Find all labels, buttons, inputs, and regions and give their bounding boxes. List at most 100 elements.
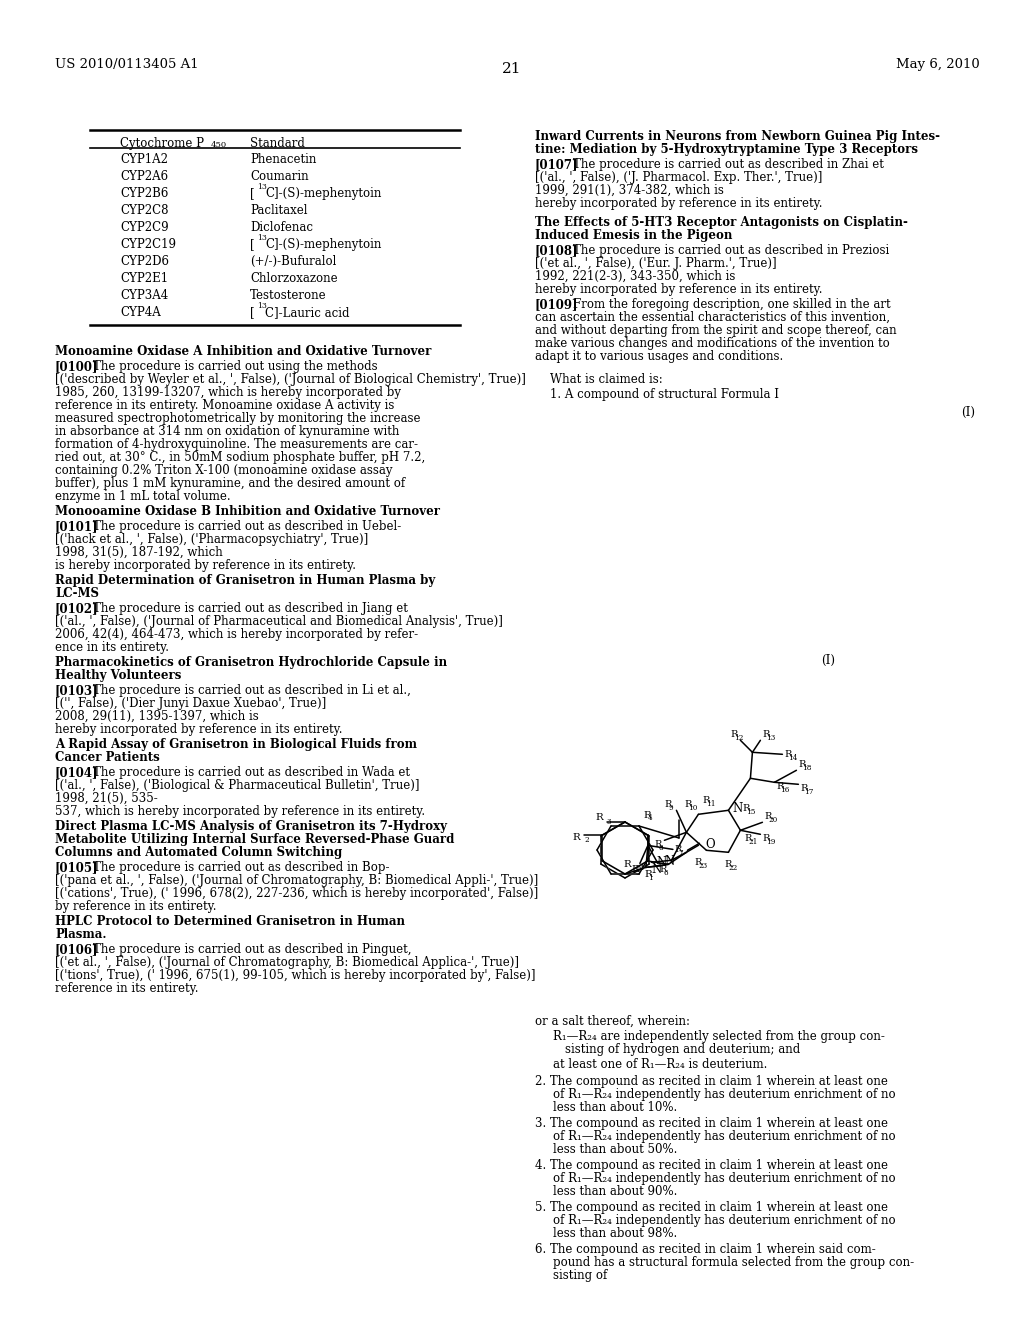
Text: The procedure is carried out as described in Uebel-: The procedure is carried out as describe… bbox=[93, 520, 401, 533]
Text: The Effects of 5-HT3 Receptor Antagonists on Cisplatin-: The Effects of 5-HT3 Receptor Antagonist… bbox=[535, 216, 908, 228]
Text: R: R bbox=[595, 813, 603, 822]
Text: less than about 90%.: less than about 90%. bbox=[553, 1185, 677, 1199]
Text: CYP4A: CYP4A bbox=[120, 306, 161, 319]
Text: 4: 4 bbox=[647, 814, 652, 822]
Text: 2. The compound as recited in claim 1 wherein at least one: 2. The compound as recited in claim 1 wh… bbox=[535, 1074, 888, 1088]
Text: R: R bbox=[643, 810, 651, 820]
Text: 15: 15 bbox=[746, 808, 756, 816]
Text: formation of 4-hydroxyquinoline. The measurements are car-: formation of 4-hydroxyquinoline. The mea… bbox=[55, 438, 418, 451]
Text: ence in its entirety.: ence in its entirety. bbox=[55, 642, 169, 653]
Text: [('described by Weyler et al., ', False), ('Journal of Biological Chemistry', Tr: [('described by Weyler et al., ', False)… bbox=[55, 374, 526, 385]
Text: CYP2E1: CYP2E1 bbox=[120, 272, 168, 285]
Text: Induced Emesis in the Pigeon: Induced Emesis in the Pigeon bbox=[535, 228, 732, 242]
Text: Diclofenac: Diclofenac bbox=[250, 220, 313, 234]
Text: The procedure is carried out as described in Wada et: The procedure is carried out as describe… bbox=[93, 766, 410, 779]
Text: N: N bbox=[732, 801, 742, 814]
Text: C]-Lauric acid: C]-Lauric acid bbox=[265, 306, 349, 319]
Text: 22: 22 bbox=[728, 863, 737, 871]
Text: 11: 11 bbox=[707, 800, 716, 808]
Text: Rapid Determination of Granisetron in Human Plasma by: Rapid Determination of Granisetron in Hu… bbox=[55, 574, 435, 587]
Text: [('hack et al., ', False), ('Pharmacopsychiatry', True)]: [('hack et al., ', False), ('Pharmacopsy… bbox=[55, 533, 369, 546]
Text: Testosterone: Testosterone bbox=[250, 289, 327, 302]
Text: CYP2C8: CYP2C8 bbox=[120, 205, 169, 216]
Text: C]-(S)-mephenytoin: C]-(S)-mephenytoin bbox=[265, 187, 381, 201]
Text: 1999, 291(1), 374-382, which is: 1999, 291(1), 374-382, which is bbox=[535, 183, 724, 197]
Text: R: R bbox=[659, 865, 668, 874]
Text: of R₁—R₂₄ independently has deuterium enrichment of no: of R₁—R₂₄ independently has deuterium en… bbox=[553, 1088, 896, 1101]
Text: hereby incorporated by reference in its entirety.: hereby incorporated by reference in its … bbox=[535, 282, 822, 296]
Text: less than about 50%.: less than about 50%. bbox=[553, 1143, 677, 1156]
Text: hereby incorporated by reference in its entirety.: hereby incorporated by reference in its … bbox=[535, 197, 822, 210]
Text: [0109]: [0109] bbox=[535, 298, 579, 312]
Text: sisting of hydrogen and deuterium; and: sisting of hydrogen and deuterium; and bbox=[565, 1043, 800, 1056]
Text: tine: Mediation by 5-Hydroxytryptamine Type 3 Receptors: tine: Mediation by 5-Hydroxytryptamine T… bbox=[535, 143, 918, 156]
Text: CYP1A2: CYP1A2 bbox=[120, 153, 168, 166]
Text: [0107]: [0107] bbox=[535, 158, 579, 172]
Text: N: N bbox=[665, 855, 675, 869]
Text: reference in its entirety.: reference in its entirety. bbox=[55, 982, 199, 995]
Text: can ascertain the essential characteristics of this invention,: can ascertain the essential characterist… bbox=[535, 312, 890, 323]
Text: O: O bbox=[706, 838, 715, 851]
Text: 1992, 221(2-3), 343-350, which is: 1992, 221(2-3), 343-350, which is bbox=[535, 271, 735, 282]
Text: 1998, 31(5), 187-192, which: 1998, 31(5), 187-192, which bbox=[55, 546, 223, 558]
Text: CYP3A4: CYP3A4 bbox=[120, 289, 168, 302]
Text: Coumarin: Coumarin bbox=[250, 170, 308, 183]
Text: R: R bbox=[763, 834, 770, 842]
Text: R: R bbox=[724, 859, 732, 869]
Text: 5. The compound as recited in claim 1 wherein at least one: 5. The compound as recited in claim 1 wh… bbox=[535, 1201, 888, 1214]
Text: [0106]: [0106] bbox=[55, 942, 98, 956]
Text: R: R bbox=[801, 784, 808, 793]
Text: Paclitaxel: Paclitaxel bbox=[250, 205, 307, 216]
Text: 20: 20 bbox=[768, 816, 777, 824]
Text: A Rapid Assay of Granisetron in Biological Fluids from: A Rapid Assay of Granisetron in Biologic… bbox=[55, 738, 417, 751]
Text: 17: 17 bbox=[804, 788, 813, 796]
Text: R: R bbox=[776, 781, 783, 791]
Text: R: R bbox=[742, 804, 750, 813]
Text: The procedure is carried out as described in Jiang et: The procedure is carried out as describe… bbox=[93, 602, 408, 615]
Text: 5: 5 bbox=[636, 869, 640, 876]
Text: 3: 3 bbox=[607, 817, 611, 825]
Text: R: R bbox=[702, 796, 710, 805]
Text: reference in its entirety. Monoamine oxidase A activity is: reference in its entirety. Monoamine oxi… bbox=[55, 399, 394, 412]
Text: R: R bbox=[744, 834, 752, 842]
Text: enzyme in 1 mL total volume.: enzyme in 1 mL total volume. bbox=[55, 490, 230, 503]
Text: R: R bbox=[684, 800, 692, 809]
Text: The procedure is carried out as described in Pinguet,: The procedure is carried out as describe… bbox=[93, 942, 412, 956]
Text: containing 0.2% Triton X-100 (monoamine oxidase assay: containing 0.2% Triton X-100 (monoamine … bbox=[55, 465, 392, 477]
Text: HPLC Protocol to Determined Granisetron in Human: HPLC Protocol to Determined Granisetron … bbox=[55, 915, 406, 928]
Text: is hereby incorporated by reference in its entirety.: is hereby incorporated by reference in i… bbox=[55, 558, 356, 572]
Text: pound has a structural formula selected from the group con-: pound has a structural formula selected … bbox=[553, 1257, 914, 1269]
Text: [0101]: [0101] bbox=[55, 520, 98, 533]
Text: 1998, 21(5), 535-: 1998, 21(5), 535- bbox=[55, 792, 158, 805]
Text: Direct Plasma LC-MS Analysis of Granisetron its 7-Hydroxy: Direct Plasma LC-MS Analysis of Graniset… bbox=[55, 820, 447, 833]
Text: Chlorzoxazone: Chlorzoxazone bbox=[250, 272, 338, 285]
Text: buffer), plus 1 mM kynuramine, and the desired amount of: buffer), plus 1 mM kynuramine, and the d… bbox=[55, 477, 406, 490]
Text: 6. The compound as recited in claim 1 wherein said com-: 6. The compound as recited in claim 1 wh… bbox=[535, 1243, 876, 1257]
Text: less than about 10%.: less than about 10%. bbox=[553, 1101, 677, 1114]
Text: 537, which is hereby incorporated by reference in its entirety.: 537, which is hereby incorporated by ref… bbox=[55, 805, 425, 818]
Text: R: R bbox=[765, 812, 772, 821]
Text: R: R bbox=[784, 750, 792, 759]
Text: Cancer Patients: Cancer Patients bbox=[55, 751, 160, 764]
Text: CYP2C19: CYP2C19 bbox=[120, 238, 176, 251]
Text: of R₁—R₂₄ independently has deuterium enrichment of no: of R₁—R₂₄ independently has deuterium en… bbox=[553, 1130, 896, 1143]
Text: 1985, 260, 13199-13207, which is hereby incorporated by: 1985, 260, 13199-13207, which is hereby … bbox=[55, 385, 401, 399]
Text: From the foregoing description, one skilled in the art: From the foregoing description, one skil… bbox=[573, 298, 891, 312]
Text: [('pana et al., ', False), ('Journal of Chromatography, B: Biomedical Appli-', T: [('pana et al., ', False), ('Journal of … bbox=[55, 874, 539, 887]
Text: (I): (I) bbox=[821, 653, 835, 667]
Text: [0103]: [0103] bbox=[55, 684, 98, 697]
Text: 23: 23 bbox=[698, 862, 708, 870]
Text: R: R bbox=[763, 730, 770, 739]
Text: adapt it to various usages and conditions.: adapt it to various usages and condition… bbox=[535, 350, 783, 363]
Text: N: N bbox=[652, 863, 663, 876]
Text: 14: 14 bbox=[788, 754, 798, 762]
Text: 21: 21 bbox=[749, 838, 758, 846]
Text: [0108]: [0108] bbox=[535, 244, 579, 257]
Text: [('et al., ', False), ('Eur. J. Pharm.', True)]: [('et al., ', False), ('Eur. J. Pharm.',… bbox=[535, 257, 776, 271]
Text: [: [ bbox=[250, 238, 255, 251]
Text: 21: 21 bbox=[502, 62, 522, 77]
Text: 2008, 29(11), 1395-1397, which is: 2008, 29(11), 1395-1397, which is bbox=[55, 710, 259, 723]
Text: CYP2B6: CYP2B6 bbox=[120, 187, 168, 201]
Text: 1. A compound of structural Formula I: 1. A compound of structural Formula I bbox=[550, 388, 779, 401]
Text: [0104]: [0104] bbox=[55, 766, 98, 779]
